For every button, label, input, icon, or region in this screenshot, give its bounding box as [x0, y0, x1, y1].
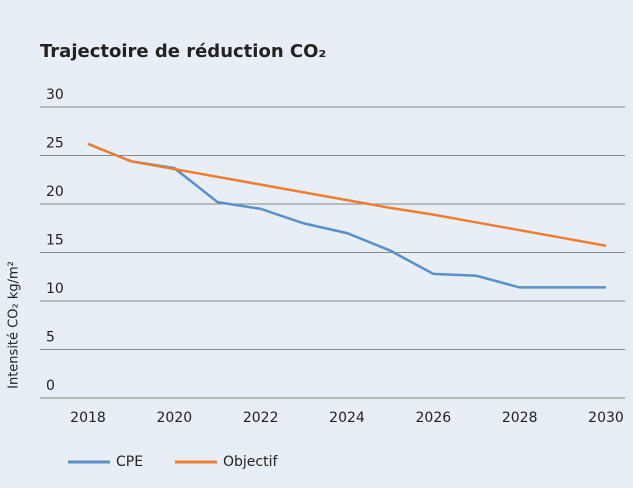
y-axis-label: Intensité CO₂ kg/m²: [7, 261, 22, 389]
y-tick-label: 10: [46, 281, 64, 297]
x-tick-label: 2030: [588, 410, 624, 426]
legend-label: CPE: [116, 454, 143, 470]
x-tick-label: 2022: [243, 410, 279, 426]
y-tick-label: 30: [46, 87, 64, 103]
y-tick-label: 0: [46, 378, 55, 394]
series-line: [87, 142, 607, 247]
x-tick-label: 2026: [416, 410, 452, 426]
x-tick-label: 2028: [502, 410, 538, 426]
x-tick-label: 2018: [70, 410, 106, 426]
y-tick-label: 20: [46, 184, 64, 200]
chart-title: Trajectoire de réduction CO₂: [40, 41, 326, 62]
x-tick-label: 2020: [157, 410, 193, 426]
legend-label: Objectif: [223, 454, 278, 470]
x-tick-label: 2024: [329, 410, 365, 426]
y-tick-label: 15: [46, 233, 64, 249]
y-tick-label: 5: [46, 330, 55, 346]
y-tick-label: 25: [46, 136, 64, 152]
